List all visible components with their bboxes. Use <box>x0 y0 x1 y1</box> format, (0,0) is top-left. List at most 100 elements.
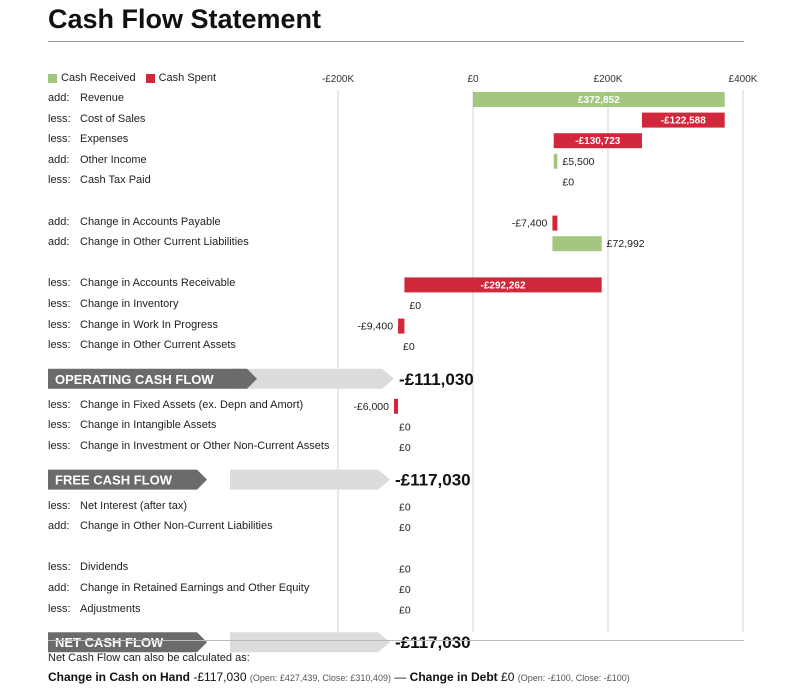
row-label: less: Change in Inventory <box>48 298 178 310</box>
row-label: less: Change in Investment or Other Non-C… <box>48 440 329 452</box>
row-prefix: add: <box>48 92 70 104</box>
bar-value-label: £0 <box>409 300 421 312</box>
row-label: less: Change in Fixed Assets (ex. Depn an… <box>48 399 303 411</box>
total-banner-head <box>48 469 207 490</box>
total-label: NET CASH FLOW <box>55 635 164 650</box>
change-in-debt-detail: (Open: -£100, Close: -£100) <box>517 673 630 683</box>
bar-value-label: -£7,400 <box>512 218 548 230</box>
bar-value-label: £0 <box>399 522 411 534</box>
row-label: less: Adjustments <box>48 603 141 615</box>
row-text: Change in Accounts Receivable <box>80 277 236 290</box>
row-prefix: less: <box>48 398 71 411</box>
row-text: Change in Other Non-Current Liabilities <box>80 520 273 533</box>
row-label: less: Change in Intangible Assets <box>48 419 216 431</box>
row-prefix: less: <box>48 440 71 452</box>
bar-value-label: -£6,000 <box>353 401 389 413</box>
bar-value-label: £0 <box>399 563 411 575</box>
row-prefix: less: <box>48 277 71 290</box>
legend-item-cash-received: Cash Received <box>48 72 136 84</box>
row-label: add: Change in Retained Earnings and Othe… <box>48 582 309 594</box>
row-text: Net Interest (after tax) <box>80 499 187 512</box>
row-text: Cash Tax Paid <box>80 174 151 187</box>
row-prefix: less: <box>48 174 71 187</box>
footer-note: Net Cash Flow can also be calculated as: <box>48 652 250 664</box>
row-text: Expenses <box>80 133 129 146</box>
row-text: Change in Work In Progress <box>80 318 218 331</box>
x-tick-label: £0 <box>467 74 479 85</box>
row-text: Change in Other Current Assets <box>80 339 236 352</box>
row-label: less: Change in Work In Progress <box>48 319 218 331</box>
bar-value-label: -£122,588 <box>661 116 706 127</box>
change-in-debt-value: £0 <box>501 670 515 684</box>
row-prefix: add: <box>48 582 70 594</box>
waterfall-bar <box>398 318 405 334</box>
row-label: less: Cash Tax Paid <box>48 174 151 186</box>
waterfall-bar <box>552 236 602 252</box>
waterfall-bar <box>641 112 725 128</box>
row-text: Change in Intangible Assets <box>80 419 217 432</box>
total-banner-head <box>48 632 207 653</box>
footer-dash: — <box>394 670 407 684</box>
footer-summary: Change in Cash on Hand -£117,030 (Open: … <box>48 670 630 684</box>
bar-value-label: £72,992 <box>607 238 645 250</box>
row-prefix: add: <box>48 215 70 228</box>
legend-label-cash-spent: Cash Spent <box>158 72 217 84</box>
row-prefix: less: <box>48 133 71 146</box>
row-prefix: less: <box>48 112 71 125</box>
legend-item-cash-spent: Cash Spent <box>145 72 217 84</box>
row-prefix: less: <box>48 419 71 432</box>
bar-value-label: £0 <box>562 176 574 188</box>
row-text: Change in Fixed Assets (ex. Depn and Amo… <box>80 398 304 411</box>
row-text: Change in Investment or Other Non-Curren… <box>80 440 330 452</box>
total-value: -£111,030 <box>399 370 474 389</box>
x-tick-label: -£200K <box>322 74 355 85</box>
bar-value-label: £0 <box>403 341 415 353</box>
row-label: less: Net Interest (after tax) <box>48 500 187 512</box>
row-label: add: Other Income <box>48 154 147 166</box>
row-text: Cost of Sales <box>80 112 146 125</box>
row-prefix: less: <box>48 339 71 352</box>
total-banner: OPERATING CASH FLOW <box>48 368 395 389</box>
cash-on-hand-value: -£117,030 <box>193 670 247 684</box>
legend-label-cash-received: Cash Received <box>61 72 136 84</box>
waterfall-bar <box>404 277 602 293</box>
bar-value-label: -£9,400 <box>357 321 393 333</box>
bar-value-label: £0 <box>399 442 411 454</box>
bar-value-label: £5,500 <box>562 156 594 168</box>
row-text: Change in Other Current Liabilities <box>80 236 249 249</box>
row-label: less: Dividends <box>48 561 128 573</box>
x-tick-label: £400K <box>729 74 758 85</box>
bar-value-label: £0 <box>399 502 411 514</box>
row-label: add: Revenue <box>48 92 124 104</box>
waterfall-bar <box>394 398 399 414</box>
total-banner-tail <box>230 368 395 389</box>
legend-swatch-cash-received <box>48 73 57 83</box>
bar-value-label: -£292,262 <box>481 280 526 291</box>
bar-value-label: £0 <box>399 605 411 617</box>
row-text: Revenue <box>80 92 125 104</box>
row-prefix: add: <box>48 520 70 533</box>
total-value: -£117,030 <box>395 633 471 652</box>
total-banner-tail <box>230 632 391 653</box>
title-divider <box>48 41 744 42</box>
waterfall-bar <box>473 92 725 107</box>
x-tick-label: £200K <box>594 74 623 85</box>
row-text: Change in Inventory <box>80 298 179 310</box>
total-banner: NET CASH FLOW <box>48 632 391 653</box>
row-prefix: add: <box>48 153 70 166</box>
total-value: -£117,030 <box>395 471 471 490</box>
total-label: OPERATING CASH FLOW <box>55 372 214 387</box>
page-title: Cash Flow Statement <box>48 4 322 34</box>
row-label: less: Change in Other Current Assets <box>48 339 236 351</box>
row-prefix: less: <box>48 561 71 574</box>
chart-legend: Cash Received Cash Spent <box>48 72 226 84</box>
row-text: Change in Retained Earnings and Other Eq… <box>80 582 310 594</box>
total-banner-head <box>48 368 257 389</box>
bar-value-label: £0 <box>399 584 411 596</box>
row-prefix: less: <box>48 499 71 512</box>
footer-divider <box>48 640 744 641</box>
change-in-debt-label: Change in Debt <box>409 670 498 684</box>
row-text: Adjustments <box>80 602 141 615</box>
row-label: add: Change in Other Non-Current Liabilit… <box>48 520 273 532</box>
row-text: Other Income <box>80 153 147 166</box>
